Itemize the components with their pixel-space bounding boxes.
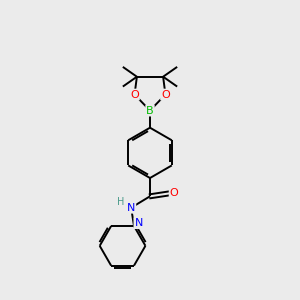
Text: N: N xyxy=(127,203,135,213)
Text: O: O xyxy=(169,188,178,198)
Text: H: H xyxy=(117,197,124,207)
Text: N: N xyxy=(134,218,143,228)
Text: O: O xyxy=(161,90,170,100)
Text: B: B xyxy=(146,106,154,116)
Text: O: O xyxy=(130,90,139,100)
